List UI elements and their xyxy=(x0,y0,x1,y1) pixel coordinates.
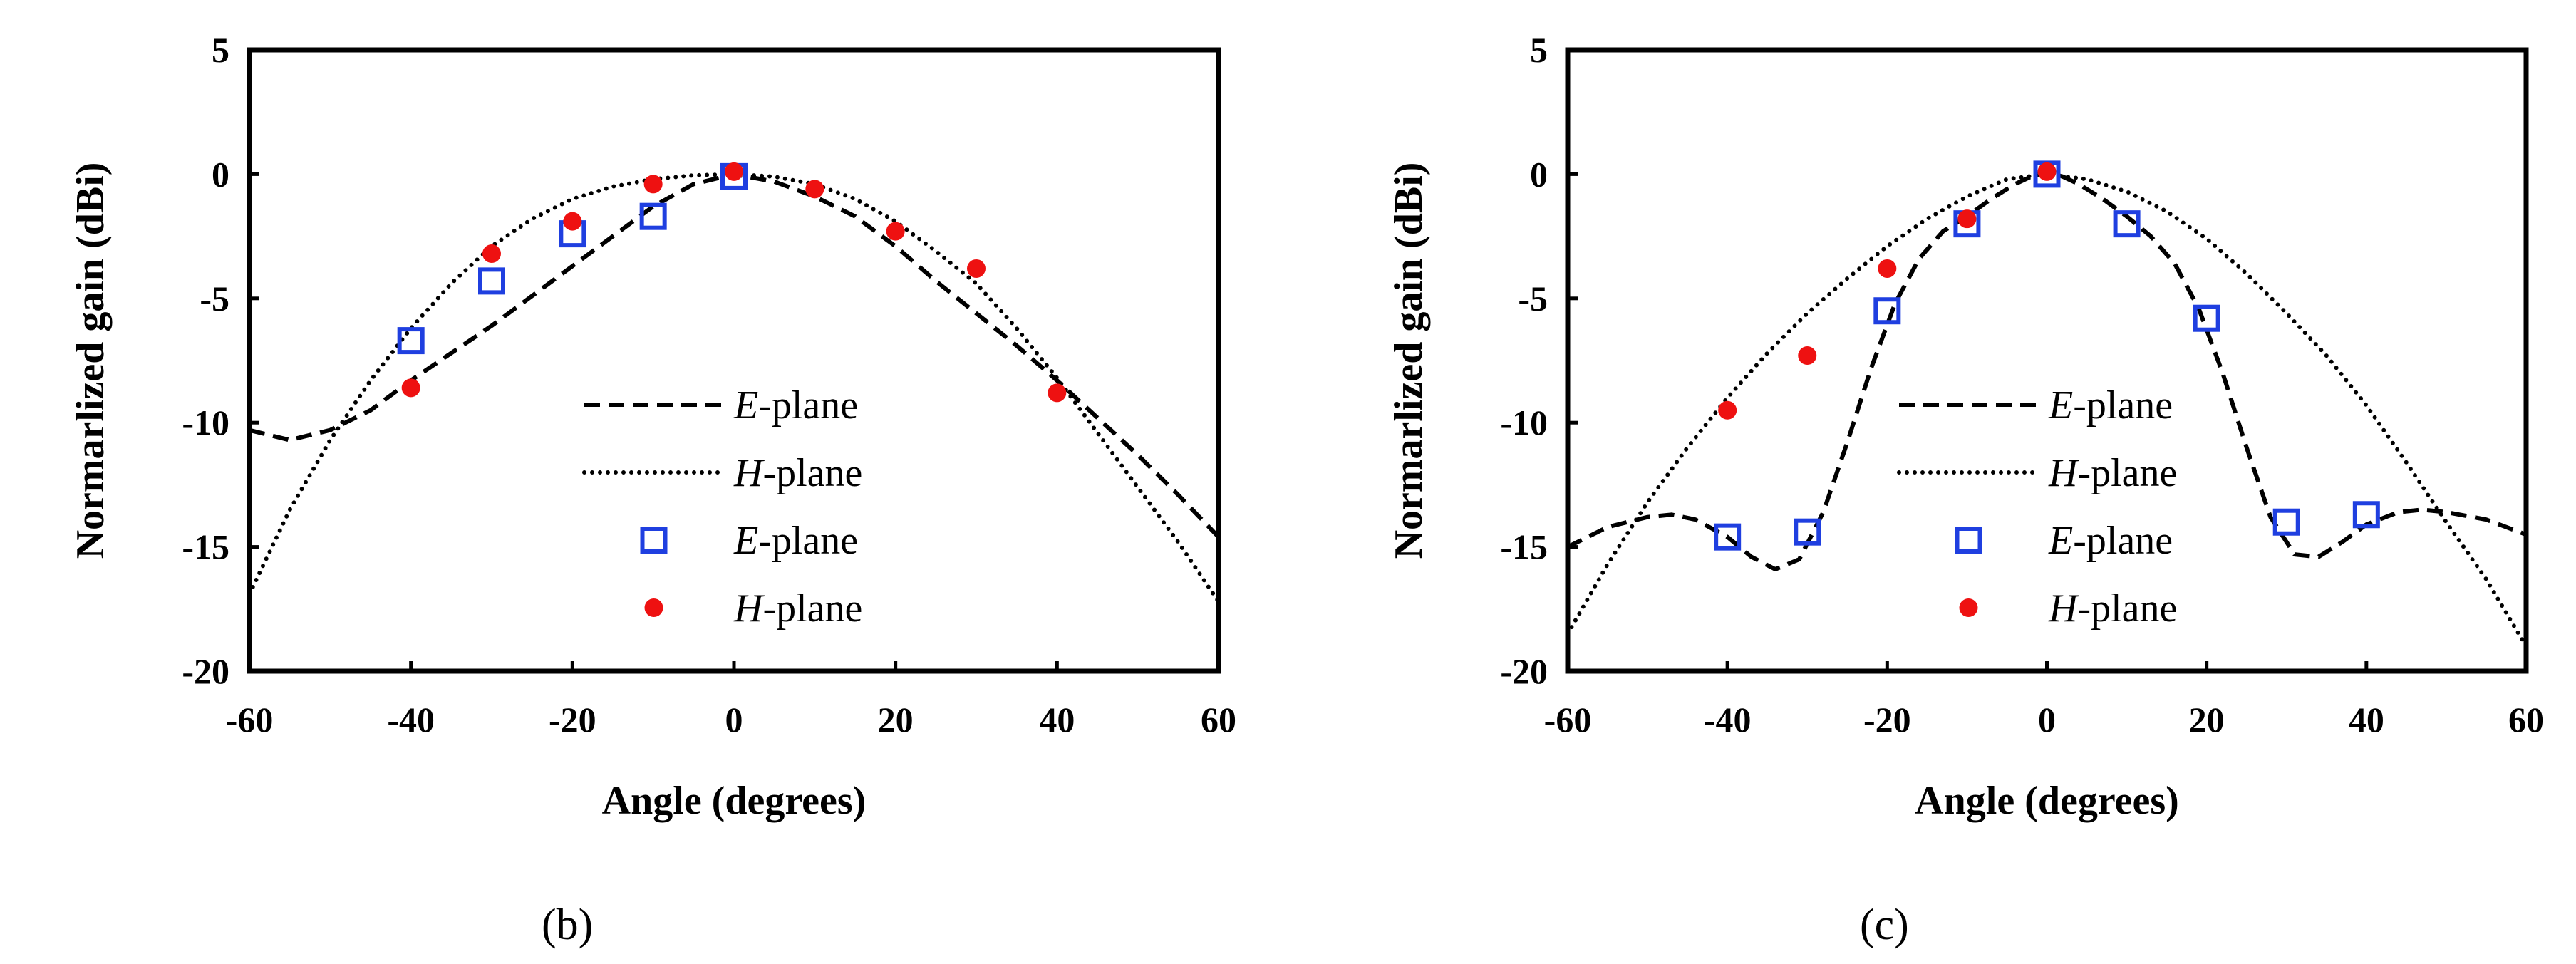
legend-label: H-plane xyxy=(2048,451,2177,495)
y-tick-label: 0 xyxy=(1530,154,1548,194)
x-axis-title: Angle (degrees) xyxy=(1915,779,2179,823)
x-tick-label: 0 xyxy=(2038,700,2056,740)
h-plane-measured-point xyxy=(805,180,824,199)
legend-label: H-plane xyxy=(733,586,862,631)
y-tick-label: -15 xyxy=(182,527,229,567)
y-axis-title: Normarlized gain (dBi) xyxy=(68,162,113,559)
panel-label: (c) xyxy=(1860,901,1909,949)
e-plane-measured-point xyxy=(2272,508,2300,536)
panel-label: (b) xyxy=(542,901,593,949)
legend-label-rest: -plane xyxy=(2077,586,2177,631)
h-plane-measured-point xyxy=(1957,209,1977,229)
legend-label-rest: -plane xyxy=(758,519,858,563)
x-axis-title: Angle (degrees) xyxy=(602,779,867,823)
h-plane-measured-point xyxy=(1718,400,1737,420)
x-tick-label: 20 xyxy=(2189,700,2225,740)
x-tick-label: 40 xyxy=(1039,700,1075,740)
x-tick-label: -60 xyxy=(1544,700,1592,740)
legend-label: H-plane xyxy=(733,451,862,495)
legend-label-italic: E xyxy=(2048,383,2073,427)
e-plane-measured-point xyxy=(1794,518,1821,546)
x-tick-label: 40 xyxy=(2349,700,2384,740)
x-tick-label: 60 xyxy=(2508,700,2544,740)
h-plane-measured-point xyxy=(643,175,663,194)
legend-label-rest: -plane xyxy=(2073,519,2173,563)
legend-circle-swatch xyxy=(1959,598,1978,617)
h-plane-measured-point xyxy=(401,378,420,398)
legend-label-italic: E xyxy=(733,383,758,427)
legend-label-rest: -plane xyxy=(758,383,858,427)
h-plane-measured-point xyxy=(2037,162,2057,181)
x-tick-label: -40 xyxy=(387,700,435,740)
legend-label-italic: E xyxy=(2048,519,2073,563)
plot-frame xyxy=(247,47,1221,674)
y-tick-label: 0 xyxy=(212,154,229,194)
h-plane-measured-point xyxy=(725,162,743,181)
e-plane-measured-point xyxy=(1714,523,1742,551)
legend-label-rest: -plane xyxy=(2077,451,2177,495)
x-tick-label: 20 xyxy=(878,700,914,740)
legend-square-swatch xyxy=(1955,527,1982,554)
legend-label-italic: H xyxy=(733,451,765,495)
plot-frame xyxy=(1565,47,2529,674)
x-tick-label: 0 xyxy=(725,700,743,740)
h-plane-measured-point xyxy=(563,212,582,231)
h-plane-measured-point xyxy=(1798,346,1817,366)
h-plane-measured-point xyxy=(1878,259,1897,278)
y-axis-title: Normarlized gain (dBi) xyxy=(1387,162,1431,559)
legend-label-rest: -plane xyxy=(762,451,862,495)
e-plane-measured-point xyxy=(639,202,667,230)
y-tick-label: -5 xyxy=(200,279,229,318)
x-tick-label: -20 xyxy=(549,700,596,740)
y-tick-label: -20 xyxy=(182,651,229,691)
h-plane-simulated-line xyxy=(1566,172,2528,649)
h-plane-measured-point xyxy=(482,244,501,264)
legend-label-italic: E xyxy=(733,519,758,563)
x-tick-label: -20 xyxy=(1863,700,1911,740)
legend-label: E-plane xyxy=(2048,383,2173,427)
e-plane-measured-point xyxy=(1873,297,1901,325)
legend-label: E-plane xyxy=(2048,519,2173,563)
legend-label-rest: -plane xyxy=(2073,383,2173,427)
y-tick-label: -5 xyxy=(1518,279,1548,318)
legend-square-swatch xyxy=(640,527,668,554)
legend-label-italic: H xyxy=(733,586,765,631)
e-plane-measured-point xyxy=(2113,210,2141,238)
e-plane-measured-point xyxy=(2193,304,2220,332)
legend-label-rest: -plane xyxy=(762,586,862,631)
legend-label-italic: H xyxy=(2048,586,2079,631)
y-tick-label: -20 xyxy=(1500,651,1548,691)
legend-label: E-plane xyxy=(733,519,858,563)
h-plane-measured-point xyxy=(967,259,986,278)
x-tick-label: -60 xyxy=(226,700,274,740)
legend-label-italic: H xyxy=(2048,451,2079,495)
h-plane-measured-point xyxy=(886,222,905,241)
h-plane-measured-point xyxy=(1048,383,1067,403)
legend-circle-swatch xyxy=(644,598,663,617)
y-tick-label: -10 xyxy=(1500,403,1548,442)
e-plane-measured-point xyxy=(478,267,505,295)
y-tick-label: 5 xyxy=(1530,30,1548,70)
legend-label: H-plane xyxy=(2048,586,2177,631)
x-tick-label: 60 xyxy=(1201,700,1236,740)
legend-label: E-plane xyxy=(733,383,858,427)
e-plane-measured-point xyxy=(397,327,425,355)
e-plane-simulated-line xyxy=(1566,169,2528,571)
y-tick-label: -15 xyxy=(1500,527,1548,567)
e-plane-measured-point xyxy=(2352,501,2380,529)
y-tick-label: 5 xyxy=(212,30,229,70)
x-tick-label: -40 xyxy=(1704,700,1752,740)
y-tick-label: -10 xyxy=(182,403,229,442)
